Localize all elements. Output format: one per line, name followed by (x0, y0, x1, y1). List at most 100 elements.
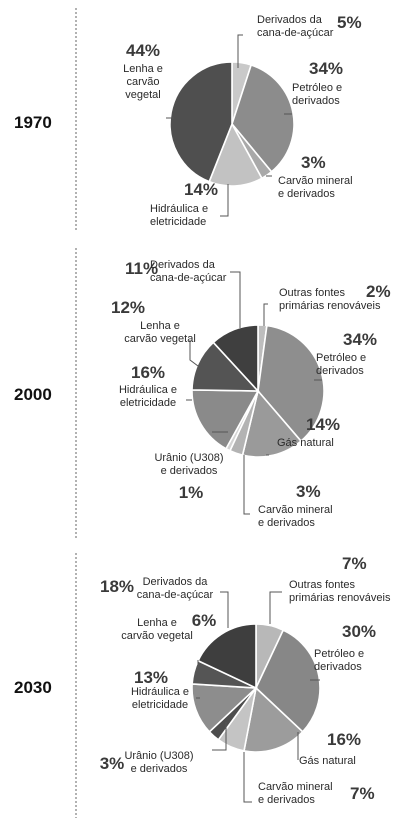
category-label-line: derivados (316, 365, 364, 377)
category-label-2000-carvao-mineral: Carvão mineral e derivados (258, 504, 333, 529)
category-label-line: primárias renováveis (279, 300, 381, 312)
category-label-line: e derivados (161, 465, 218, 477)
pie-slice-2030-gas-natural (243, 686, 304, 753)
percent-label-2030-petroleo-e: 30% (342, 622, 376, 641)
category-label-line: derivados (314, 661, 362, 673)
percent-label-2000-petroleo-e: 34% (343, 330, 377, 349)
category-label-line: Derivados da (150, 259, 216, 271)
leader-line-2030-uranio-u308 (212, 722, 227, 751)
category-label-2030-petroleo-e: Petróleo e derivados (314, 648, 364, 673)
category-label-line: Petróleo e (316, 352, 366, 364)
category-label-2030-uranio-u308: Urânio (U308) e derivados (124, 750, 193, 775)
percent-label-2030-lenha-e: 6% (192, 611, 217, 630)
percent-label-2030-outras-fontes: 7% (342, 554, 367, 573)
leader-line-2000-outras-fontes (263, 303, 268, 326)
percent-label-2030-carvao-mineral: 7% (350, 784, 375, 803)
category-label-line: derivados (292, 95, 340, 107)
category-label-1970-lenha-e: Lenha e carvão vegetal (123, 63, 163, 101)
category-label-2030-lenha-e: Lenha e carvão vegetal (121, 617, 193, 642)
category-label-line: eletricidade (150, 216, 206, 228)
pie-slice-2000-hidraulica-e (191, 389, 260, 450)
percent-label-2000-carvao-mineral: 3% (296, 482, 321, 501)
category-label-line: e derivados (258, 517, 315, 529)
leader-line-2030-outras-fontes (269, 591, 282, 624)
percent-label-2000-uranio-u308: 1% (179, 483, 204, 502)
category-label-line: Petróleo e (292, 82, 342, 94)
category-label-2000-derivados-da: Derivados da cana-de-açúcar (150, 259, 227, 284)
category-label-2030-hidraulica-e: Hidráulica e eletricidade (131, 686, 189, 711)
leader-lines-group (166, 34, 322, 803)
category-label-line: Lenha e (137, 617, 177, 629)
category-label-2000-outras-fontes: Outras fontes primárias renováveis (279, 287, 381, 312)
category-label-line: vegetal (125, 89, 160, 101)
category-label-2030-gas-natural: Gás natural (299, 755, 356, 767)
pie-slice-2030-petroleo-e (255, 629, 321, 733)
category-label-line: e derivados (278, 188, 335, 200)
category-label-line: Urânio (U308) (154, 452, 223, 464)
category-label-1970-petroleo-e: Petróleo e derivados (292, 82, 342, 107)
pie-slice-1970-hidraulica-e (208, 122, 263, 187)
percent-label-2000-lenha-e: 12% (111, 298, 145, 317)
leader-line-2030-lenha-e (197, 660, 205, 681)
percent-label-2000-hidraulica-e: 16% (131, 363, 165, 382)
percent-label-2030-uranio-u308: 3% (100, 754, 125, 773)
category-label-line: eletricidade (132, 699, 188, 711)
percent-label-2030-hidraulica-e: 13% (134, 668, 168, 687)
category-label-line: carvão vegetal (124, 333, 196, 345)
category-label-line: Hidráulica e (131, 686, 189, 698)
category-label-2000-uranio-u308: Urânio (U308) e derivados (154, 452, 223, 477)
category-label-line: eletricidade (120, 397, 176, 409)
category-label-1970-carvao-mineral: Carvão mineral e derivados (278, 175, 353, 200)
percent-label-2000-outras-fontes: 2% (366, 282, 391, 301)
category-label-2000-lenha-e: Lenha e carvão vegetal (124, 320, 196, 345)
category-label-1970-hidraulica-e: Hidráulica e eletricidade (150, 203, 208, 228)
leader-line-2000-carvao-mineral (243, 455, 250, 515)
category-label-line: Hidráulica e (119, 384, 177, 396)
leader-line-1970-hidraulica-e (220, 184, 229, 217)
percent-label-2030-gas-natural: 16% (327, 730, 361, 749)
category-label-line: Gás natural (277, 437, 334, 449)
category-label-line: Gás natural (299, 755, 356, 767)
pie-slice-2000-petroleo-e (257, 324, 325, 443)
pie-slice-1970-lenha-e (169, 61, 233, 183)
category-label-line: Derivados da (257, 14, 323, 26)
percent-label-2000-derivados-da: 11% (125, 259, 158, 278)
pie-charts-group (169, 61, 325, 753)
percent-label-1970-hidraulica-e: 14% (184, 180, 218, 199)
percent-label-2030-derivados-da: 18% (100, 577, 134, 596)
category-label-line: Carvão mineral (258, 781, 333, 793)
category-label-line: e derivados (131, 763, 188, 775)
category-label-line: Carvão mineral (258, 504, 333, 516)
category-label-2030-derivados-da: Derivados da cana-de-açúcar (137, 576, 214, 601)
leader-line-2000-lenha-e (189, 340, 215, 379)
pie-slice-2030-derivados-da (197, 623, 257, 690)
percent-label-1970-carvao-mineral: 3% (301, 153, 326, 172)
category-label-line: Hidráulica e (150, 203, 208, 215)
category-label-line: cana-de-açúcar (137, 589, 214, 601)
category-label-line: carvão vegetal (121, 630, 193, 642)
leader-line-2000-derivados-da (230, 271, 241, 328)
category-label-line: Carvão mineral (278, 175, 353, 187)
pie-slice-2000-gas-natural (241, 389, 303, 458)
pie-slice-1970-petroleo-e (231, 64, 295, 173)
percent-label-1970-derivados-da: 5% (337, 13, 362, 32)
category-label-2000-petroleo-e: Petróleo e derivados (316, 352, 366, 377)
category-label-line: carvão (126, 76, 159, 88)
year-label-2030: 2030 (14, 678, 52, 697)
category-label-2030-outras-fontes: Outras fontes primárias renováveis (289, 579, 391, 604)
percent-label-1970-lenha-e: 44% (126, 41, 160, 60)
percent-label-1970-petroleo-e: 34% (309, 59, 343, 78)
pie-slice-2000-derivados-da (212, 324, 259, 394)
category-label-line: e derivados (258, 794, 315, 806)
slice-labels-group: 5%Derivados da cana-de-açúcar34%Petróleo … (100, 13, 391, 806)
category-label-line: Outras fontes (279, 287, 346, 299)
category-label-line: Urânio (U308) (124, 750, 193, 762)
leader-line-2030-derivados-da (220, 591, 229, 628)
percent-label-2000-gas-natural: 14% (306, 415, 340, 434)
year-label-2000: 2000 (14, 385, 52, 404)
category-label-2030-carvao-mineral: Carvão mineral e derivados (258, 781, 333, 806)
category-label-2000-hidraulica-e: Hidráulica e eletricidade (119, 384, 177, 409)
category-label-line: cana-de-açúcar (150, 272, 227, 284)
category-label-line: primárias renováveis (289, 592, 391, 604)
